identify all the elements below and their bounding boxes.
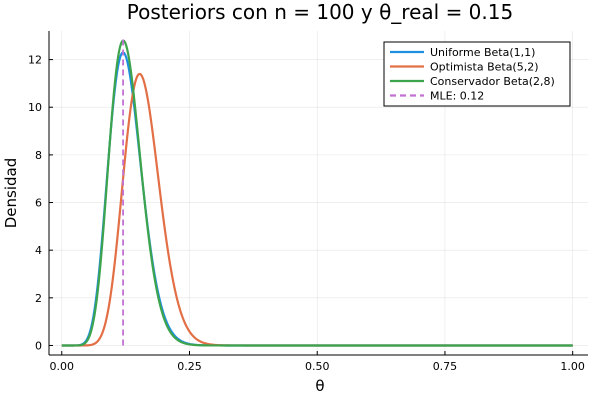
series-line-3 <box>61 39 573 347</box>
y-tick-label: 10 <box>28 101 42 114</box>
series-layer <box>61 39 573 347</box>
y-tick-label: 6 <box>35 197 42 210</box>
x-tick-label: 1.00 <box>560 360 585 373</box>
y-tick-label: 4 <box>35 244 42 257</box>
y-axis-label: Densidad <box>2 158 20 229</box>
legend-label: Optimista Beta(5,2) <box>430 61 539 74</box>
legend: Uniforme Beta(1,1) Optimista Beta(5,2)Con… <box>383 41 571 107</box>
y-tick-label: 2 <box>35 292 42 305</box>
tick-layer: 0.00 0.25 0.50 0.75 1.00 0 2 4 6 8 10 12 <box>28 54 585 373</box>
x-tick-label: 0.00 <box>50 360 75 373</box>
x-tick-label: 0.25 <box>177 360 202 373</box>
legend-label: MLE: 0.12 <box>430 90 484 103</box>
x-tick-label: 0.50 <box>305 360 330 373</box>
x-axis-label: θ <box>315 377 324 395</box>
y-tick-label: 8 <box>35 149 42 162</box>
legend-label: Conservador Beta(2,8) <box>430 75 555 88</box>
chart-title: Posteriors con n = 100 y θ_real = 0.15 <box>127 0 513 24</box>
x-tick-label: 0.75 <box>433 360 458 373</box>
y-tick-label: 0 <box>35 339 42 352</box>
y-tick-label: 12 <box>28 54 42 67</box>
legend-label: Uniforme Beta(1,1) <box>430 46 535 59</box>
axes-frame <box>48 31 588 356</box>
